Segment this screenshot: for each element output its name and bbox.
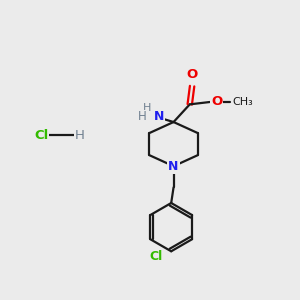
Text: H: H xyxy=(74,129,84,142)
Text: Cl: Cl xyxy=(149,250,163,263)
Text: H: H xyxy=(143,103,151,113)
Text: CH₃: CH₃ xyxy=(233,97,254,107)
Text: N: N xyxy=(154,110,164,123)
Text: H: H xyxy=(138,110,147,123)
Text: N: N xyxy=(168,160,179,173)
Text: Cl: Cl xyxy=(34,129,48,142)
Text: O: O xyxy=(211,95,222,108)
Text: O: O xyxy=(187,68,198,81)
